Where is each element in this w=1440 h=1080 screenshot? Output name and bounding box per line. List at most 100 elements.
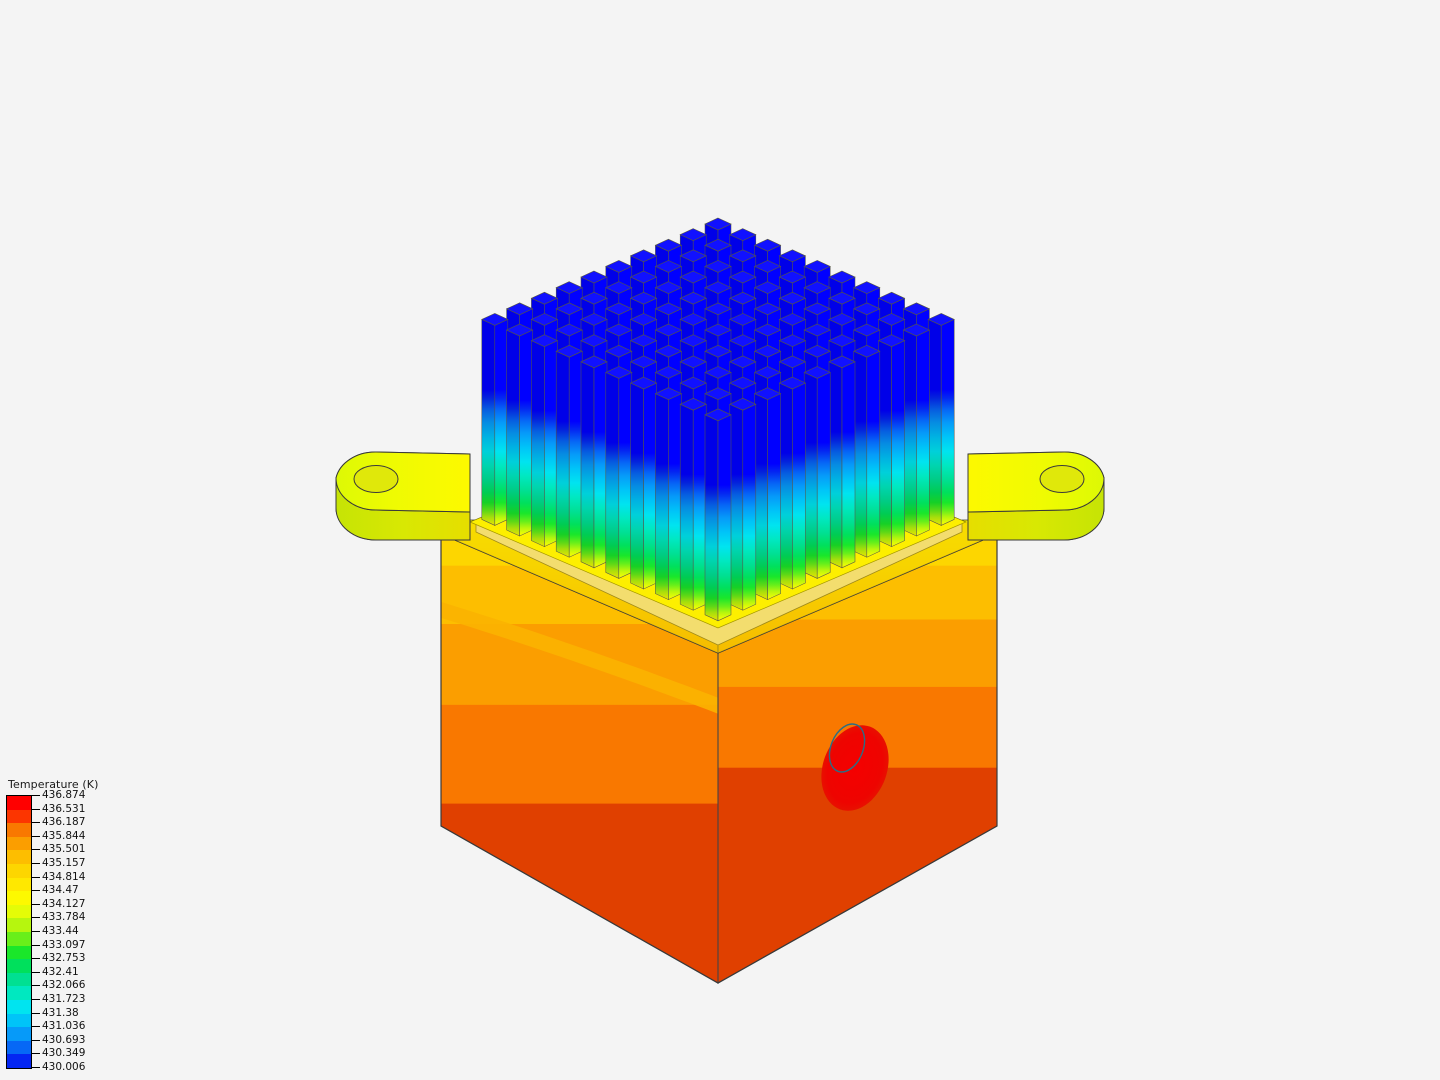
fin-top-face bbox=[704, 260, 732, 273]
fin-top-face bbox=[530, 291, 559, 305]
pin-fin bbox=[729, 397, 757, 611]
fin-top-face bbox=[877, 291, 906, 305]
fin-top-face bbox=[704, 344, 732, 358]
fin-top-face bbox=[530, 334, 559, 347]
fin-left-face bbox=[580, 361, 595, 569]
fin-top-face bbox=[530, 313, 559, 326]
fin-top-face bbox=[778, 355, 807, 369]
legend-tick bbox=[32, 1012, 40, 1014]
fin-left-face bbox=[803, 371, 818, 579]
fin-top-face bbox=[629, 376, 658, 390]
fin-top-face bbox=[555, 281, 583, 294]
fin-top-face bbox=[853, 344, 881, 358]
fin-top-face bbox=[654, 366, 683, 379]
fin-top-face bbox=[505, 302, 534, 316]
pin-fin bbox=[778, 376, 807, 590]
fin-top-face bbox=[704, 408, 732, 422]
legend-label: 433.097 bbox=[42, 938, 86, 951]
fin-top-face bbox=[877, 313, 906, 326]
legend-tick bbox=[32, 931, 40, 932]
legend-swatch bbox=[7, 999, 31, 1014]
fin-right-face bbox=[866, 350, 881, 558]
fin-right-face bbox=[891, 340, 905, 548]
legend-label: 434.127 bbox=[42, 897, 86, 910]
fin-top-face bbox=[679, 397, 707, 411]
legend-tick bbox=[32, 822, 40, 824]
fin-left-face bbox=[506, 329, 520, 537]
fin-top-face bbox=[679, 313, 707, 326]
fin-right-face bbox=[792, 382, 806, 590]
fin-top-face bbox=[654, 302, 683, 316]
legend-swatch bbox=[7, 1027, 31, 1041]
fin-right-face bbox=[519, 329, 533, 537]
pin-fin bbox=[877, 334, 906, 548]
fin-top-face bbox=[803, 260, 831, 273]
fin-top-face bbox=[679, 228, 707, 241]
legend-label: 431.036 bbox=[42, 1020, 86, 1033]
pin-fin bbox=[629, 376, 658, 590]
fin-left-face bbox=[481, 318, 496, 526]
fin-right-face bbox=[692, 403, 707, 611]
legend-tick bbox=[32, 1026, 40, 1028]
fin-top-face bbox=[828, 313, 856, 326]
thermal-hotspot bbox=[821, 725, 889, 811]
pin-fin bbox=[679, 397, 707, 611]
fin-top-face bbox=[555, 344, 583, 358]
pin-fin bbox=[654, 387, 683, 601]
fin-right-face bbox=[717, 414, 732, 622]
fin-top-face bbox=[704, 217, 732, 231]
legend-label: 433.44 bbox=[42, 925, 79, 937]
fin-top-face bbox=[753, 281, 782, 294]
fin-top-face bbox=[729, 355, 757, 369]
fin-top-face bbox=[828, 270, 856, 284]
legend-swatch bbox=[7, 945, 31, 960]
fin-top-face bbox=[729, 291, 757, 305]
legend-label: 434.47 bbox=[42, 884, 79, 897]
legend-tick bbox=[32, 999, 40, 1000]
fin-right-face bbox=[668, 393, 682, 601]
fin-top-face bbox=[778, 334, 807, 347]
fin-top-face bbox=[481, 313, 509, 326]
ear-overlay-right bbox=[967, 451, 1105, 541]
fin-top-face bbox=[753, 344, 782, 358]
legend-label: 430.693 bbox=[42, 1033, 86, 1046]
pin-fin bbox=[828, 355, 856, 569]
fin-top-face bbox=[679, 355, 707, 369]
legend-label: 436.187 bbox=[42, 816, 86, 829]
legend-swatch bbox=[7, 904, 31, 919]
fin-top-face bbox=[729, 376, 757, 390]
pin-fin bbox=[704, 408, 732, 622]
fin-left-face bbox=[927, 318, 942, 526]
fin-top-face bbox=[704, 302, 732, 316]
fin-top-face bbox=[704, 281, 732, 294]
fin-top-face bbox=[629, 291, 658, 305]
fin-top-face bbox=[753, 387, 782, 400]
fin-left-face bbox=[729, 403, 744, 611]
fin-top-face bbox=[828, 355, 856, 369]
legend-swatch bbox=[7, 836, 31, 851]
legend-label: 435.501 bbox=[42, 843, 86, 856]
right-mounting-hole-overlay bbox=[1039, 465, 1085, 493]
fin-top-face bbox=[877, 334, 906, 347]
legend-tick bbox=[32, 903, 40, 905]
fin-right-face bbox=[494, 318, 509, 526]
fin-right-face bbox=[742, 403, 757, 611]
fin-top-face bbox=[654, 281, 683, 294]
legend-label: 433.784 bbox=[42, 911, 86, 924]
fin-top-face bbox=[704, 366, 732, 379]
fin-top-face bbox=[778, 270, 807, 284]
fin-top-face bbox=[778, 291, 807, 305]
legend-tick bbox=[32, 835, 40, 837]
pin-fin bbox=[853, 344, 881, 558]
block-contours-right bbox=[821, 723, 889, 811]
fin-top-face bbox=[753, 260, 782, 273]
fin-left-face bbox=[679, 403, 694, 611]
fin-top-face bbox=[580, 313, 608, 326]
fin-top-face bbox=[679, 270, 707, 284]
fin-top-face bbox=[803, 366, 831, 379]
fin-left-face bbox=[605, 371, 620, 579]
legend-swatch bbox=[7, 1054, 31, 1068]
fin-left-face bbox=[779, 382, 793, 590]
fin-right-face bbox=[916, 329, 930, 537]
fin-top-face bbox=[704, 387, 732, 400]
